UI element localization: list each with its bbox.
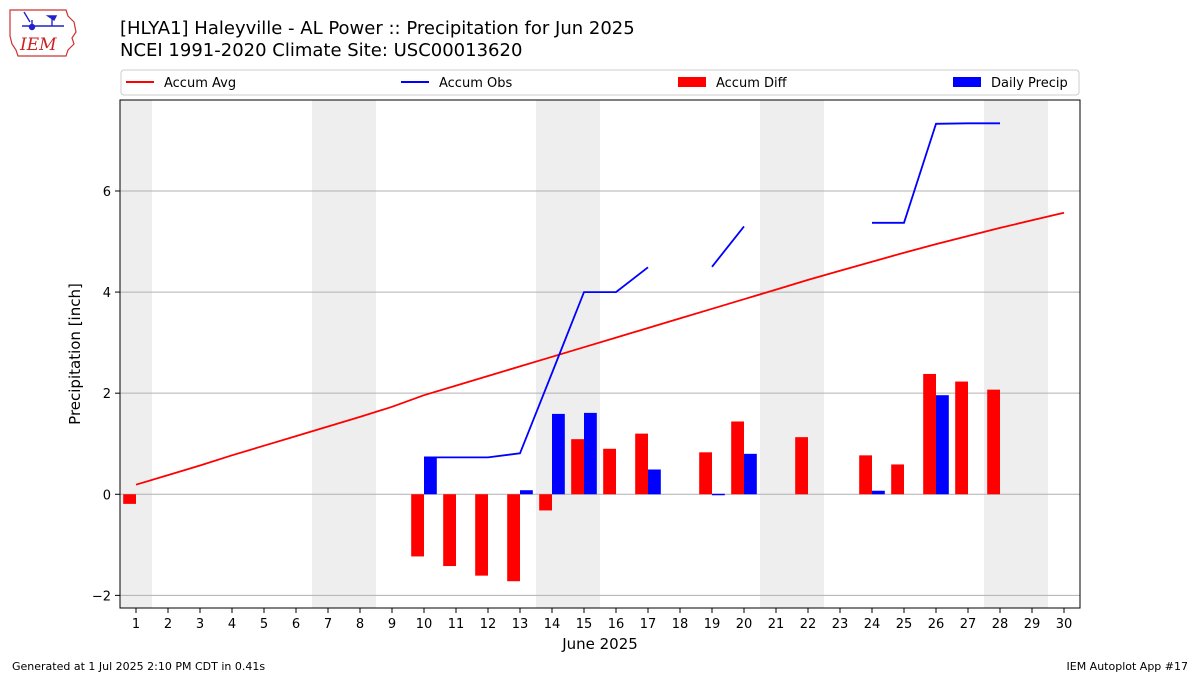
- footer-app-text: IEM Autoplot App #17: [1066, 660, 1189, 673]
- x-tick-label: 8: [356, 617, 364, 632]
- x-tick-label: 13: [512, 617, 529, 632]
- accum-diff-bar: [475, 494, 488, 576]
- legend-label: Daily Precip: [991, 76, 1068, 91]
- x-tick-label: 11: [448, 617, 465, 632]
- accum-diff-bar: [731, 421, 744, 495]
- accum-diff-bar: [539, 494, 552, 511]
- x-tick-label: 3: [196, 617, 204, 632]
- x-tick-label: 16: [608, 617, 625, 632]
- x-tick-label: 18: [672, 617, 689, 632]
- accum-diff-bar: [795, 437, 808, 495]
- x-tick-label: 20: [736, 617, 753, 632]
- x-tick-label: 27: [960, 617, 977, 632]
- accum-obs-line: [872, 122, 1000, 224]
- weekend-shade: [120, 100, 152, 608]
- x-tick-label: 22: [800, 617, 817, 632]
- accum-diff-bar: [859, 455, 872, 495]
- y-tick-label: 6: [103, 185, 111, 200]
- legend-swatch-bar: [953, 77, 981, 87]
- x-tick-label: 7: [324, 617, 332, 632]
- x-tick-label: 4: [228, 617, 236, 632]
- x-tick-label: 26: [928, 617, 945, 632]
- x-tick-label: 17: [640, 617, 657, 632]
- accum-diff-bar: [507, 494, 520, 582]
- weekend-shade: [760, 100, 792, 608]
- accum-diff-bar: [635, 433, 648, 495]
- x-tick-label: 24: [864, 617, 881, 632]
- x-tick-label: 14: [544, 617, 561, 632]
- accum-diff-bar: [699, 452, 712, 495]
- weekend-shade: [1016, 100, 1048, 608]
- x-tick-label: 10: [416, 617, 433, 632]
- x-axis-label: June 2025: [561, 635, 638, 653]
- y-tick-label: −2: [92, 589, 111, 604]
- x-tick-label: 30: [1056, 617, 1073, 632]
- accum-diff-bar: [443, 494, 456, 567]
- accum-diff-bar: [987, 389, 1000, 495]
- daily-precip-bar: [552, 413, 565, 495]
- accum-avg-line: [135, 211, 1065, 486]
- x-tick-label: 9: [388, 617, 396, 632]
- legend-frame: [120, 69, 1080, 96]
- daily-precip-bar: [424, 457, 437, 495]
- iowa-outline: [9, 9, 77, 57]
- legend-swatch-bar: [678, 77, 706, 87]
- x-tick-label: 25: [896, 617, 913, 632]
- plot-frame: [119, 99, 1081, 609]
- daily-precip-bar: [744, 453, 757, 495]
- daily-precip-bar: [584, 412, 597, 495]
- y-axis-label: Precipitation [inch]: [66, 283, 84, 425]
- legend: Accum Avg Accum Obs Accum Diff Daily Precip: [120, 69, 1080, 96]
- title-line-2: NCEI 1991-2020 Climate Site: USC00013620: [120, 40, 523, 61]
- daily-precip-bar: [872, 490, 885, 495]
- accum-obs-line: [711, 225, 745, 268]
- x-tick-label: 21: [768, 617, 785, 632]
- x-tick-label: 1: [132, 617, 140, 632]
- iem-logo-text: IEM: [19, 35, 57, 55]
- weekend-shade: [344, 100, 376, 608]
- accum-diff-bar: [411, 494, 424, 557]
- footer-generated-text: Generated at 1 Jul 2025 2:10 PM CDT in 0…: [12, 660, 266, 673]
- y-tick-label: 0: [103, 488, 111, 503]
- weekend-shade: [312, 100, 344, 608]
- legend-label: Accum Obs: [439, 76, 512, 91]
- weekend-shade: [984, 100, 1016, 608]
- x-tick-label: 19: [704, 617, 721, 632]
- accum-diff-bar: [603, 448, 616, 495]
- title-line-1: [HLYA1] Haleyville - AL Power :: Precipi…: [120, 18, 635, 39]
- weather-station-icon: [22, 11, 64, 31]
- daily-precip-bar: [648, 469, 661, 495]
- legend-label: Accum Avg: [164, 76, 236, 91]
- x-tick-label: 6: [292, 617, 300, 632]
- x-tick-label: 5: [260, 617, 268, 632]
- x-tick-label: 29: [1024, 617, 1041, 632]
- x-tick-label: 15: [576, 617, 593, 632]
- accum-diff-bar: [571, 439, 584, 495]
- x-tick-label: 28: [992, 617, 1009, 632]
- accum-diff-bar: [923, 373, 936, 495]
- chart-title: [HLYA1] Haleyville - AL Power :: Precipi…: [120, 18, 635, 62]
- legend-label: Accum Diff: [716, 76, 788, 91]
- weekend-shade: [792, 100, 824, 608]
- y-tick-label: 2: [103, 387, 111, 402]
- y-tick-label: 4: [103, 286, 111, 301]
- iem-logo: IEM: [9, 9, 77, 57]
- daily-precip-bar: [712, 493, 725, 496]
- accum-obs-line: [424, 266, 649, 459]
- accum-diff-bar: [891, 464, 904, 495]
- daily-precip-bar: [520, 490, 533, 495]
- x-tick-label: 12: [480, 617, 497, 632]
- accum-diff-bar: [955, 381, 968, 495]
- x-tick-label: 23: [832, 617, 849, 632]
- x-tick-label: 2: [164, 617, 172, 632]
- accum-diff-bar: [123, 494, 136, 504]
- weekend-shade: [568, 100, 600, 608]
- daily-precip-bar: [936, 395, 949, 495]
